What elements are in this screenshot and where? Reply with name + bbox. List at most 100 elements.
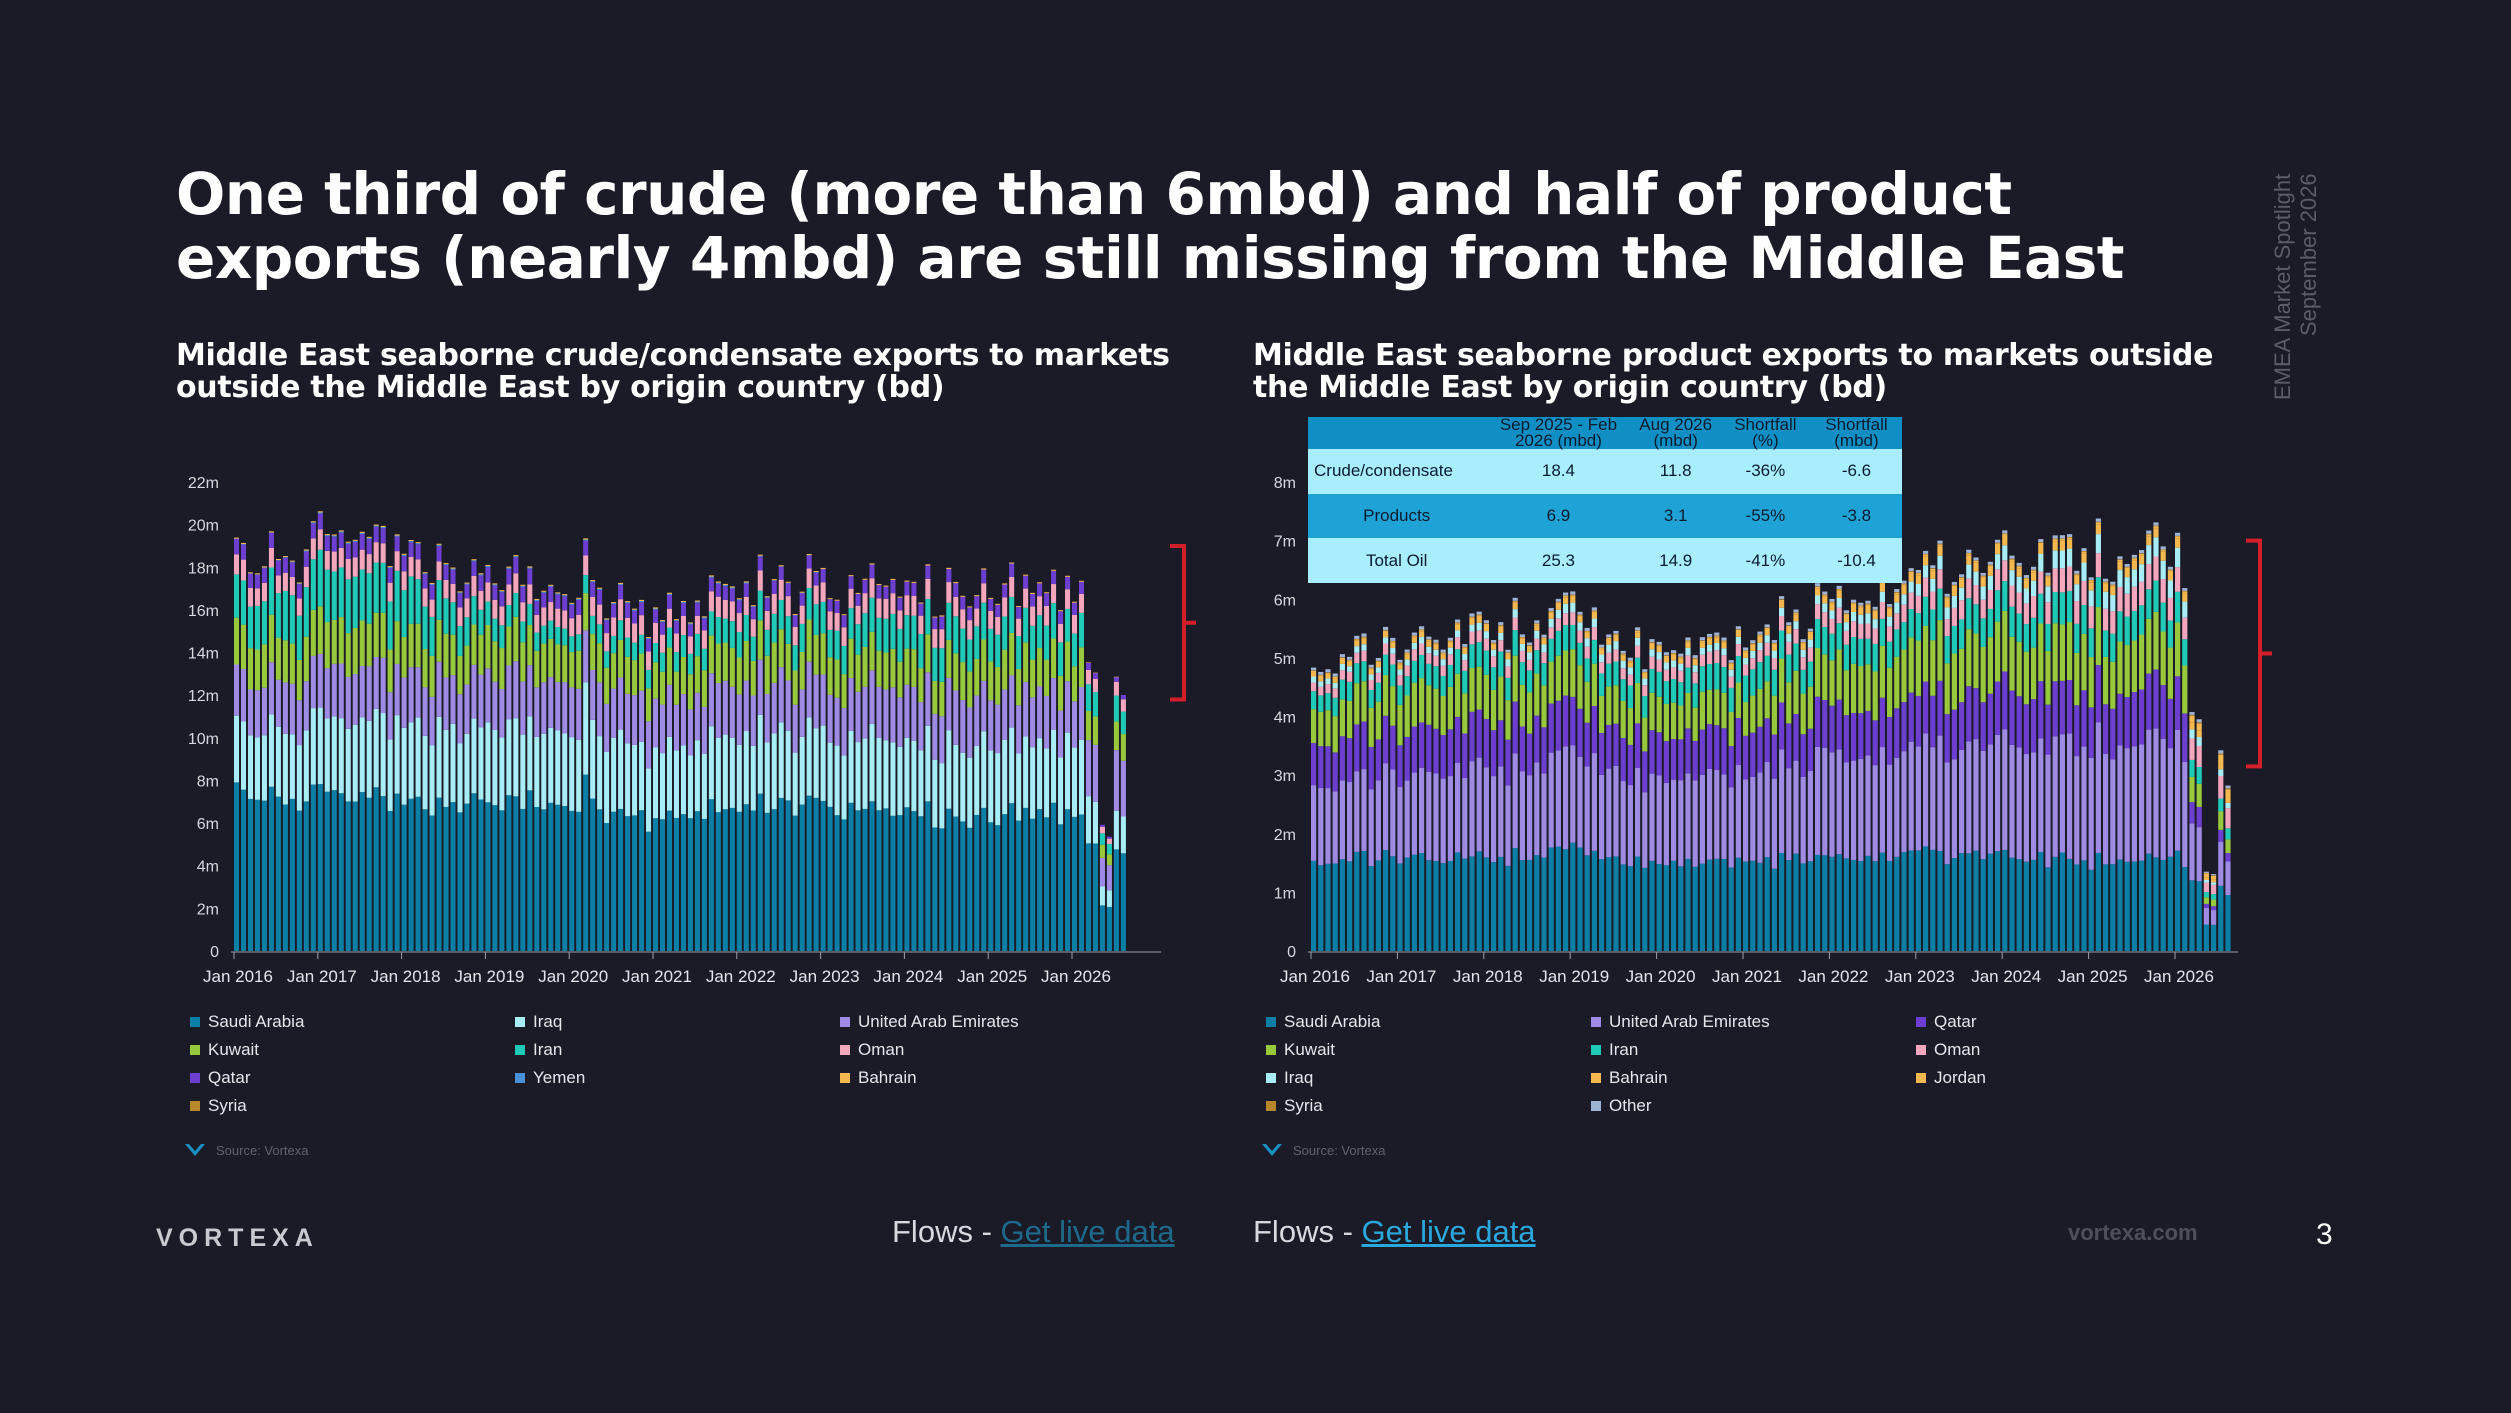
bar-segment xyxy=(729,647,735,687)
bar-segment xyxy=(1433,643,1439,645)
bar-segment xyxy=(240,580,247,625)
bar-segment xyxy=(1404,736,1410,781)
bar-segment xyxy=(1836,699,1842,750)
bar-segment xyxy=(653,642,659,663)
bar-segment xyxy=(869,801,875,951)
bar-segment xyxy=(331,571,337,620)
bar-segment xyxy=(1016,636,1022,670)
bar-segment xyxy=(1721,648,1727,656)
bar-segment xyxy=(345,543,351,560)
bar-segment xyxy=(2218,798,2224,812)
bar-segment xyxy=(1023,574,1029,576)
bar-segment xyxy=(1339,654,1345,658)
y-tick-label: 2m xyxy=(1274,827,1296,844)
bar-segment xyxy=(2110,585,2116,587)
bar-segment xyxy=(876,598,882,618)
bar-segment xyxy=(1383,715,1389,764)
bar-segment xyxy=(1311,682,1317,692)
bar-segment xyxy=(1743,664,1749,676)
bar-segment xyxy=(1858,614,1864,624)
bar-segment xyxy=(1037,648,1043,687)
get-live-data-link[interactable]: Get live data xyxy=(1000,1214,1175,1249)
bar-segment xyxy=(1692,740,1698,781)
bar-segment xyxy=(2009,744,2015,858)
bar-segment xyxy=(1872,611,1878,620)
bar-segment xyxy=(401,554,407,556)
bar-segment xyxy=(1113,810,1119,850)
bar-segment xyxy=(1051,638,1057,679)
bar-segment xyxy=(1959,853,1965,951)
bar-segment xyxy=(2081,860,2087,951)
bar-segment xyxy=(1901,584,1907,586)
bar-segment xyxy=(1692,866,1698,951)
bar-segment xyxy=(1843,613,1849,615)
bar-segment xyxy=(1078,686,1085,740)
bar-segment xyxy=(583,540,589,556)
bar-segment xyxy=(1051,570,1057,585)
bar-segment xyxy=(1354,635,1360,639)
bar-segment xyxy=(2081,551,2087,554)
bar-segment xyxy=(1815,854,1821,951)
bar-segment xyxy=(1793,621,1799,630)
legend-item: United Arab Emirates xyxy=(1591,1012,1770,1032)
bar-segment xyxy=(904,580,910,582)
bar-segment xyxy=(1368,669,1374,675)
bar-segment xyxy=(1491,640,1497,643)
bar-segment xyxy=(729,737,735,808)
bar-segment xyxy=(632,623,638,643)
get-live-data-link[interactable]: Get live data xyxy=(1361,1214,1536,1249)
bar-segment xyxy=(1649,649,1655,657)
bar-segment xyxy=(701,618,707,631)
bar-segment xyxy=(1671,653,1677,654)
bar-segment xyxy=(1966,564,1972,579)
bar-segment xyxy=(750,636,756,661)
bar-segment xyxy=(1887,860,1893,951)
bar-segment xyxy=(820,674,826,726)
bar-segment xyxy=(1663,657,1669,663)
bar-segment xyxy=(1959,577,1965,578)
bar-segment xyxy=(2103,582,2109,584)
bar-segment xyxy=(1894,592,1900,595)
bar-segment xyxy=(2103,591,2109,609)
bar-segment xyxy=(876,737,882,811)
bar-segment xyxy=(666,627,672,648)
bar-segment xyxy=(1078,814,1085,951)
bar-segment xyxy=(562,594,568,596)
bar-segment xyxy=(834,613,840,631)
bar-segment xyxy=(611,604,617,618)
bar-segment xyxy=(2153,537,2159,557)
bar-segment xyxy=(555,608,561,627)
bar-segment xyxy=(2009,561,2015,571)
bar-segment xyxy=(2023,603,2029,625)
bar-segment xyxy=(708,726,714,800)
bar-segment xyxy=(1807,770,1813,862)
bar-segment xyxy=(1419,654,1425,679)
bar-segment xyxy=(1699,637,1705,641)
bar-segment xyxy=(2139,689,2145,745)
bar-segment xyxy=(1411,637,1417,643)
bar-segment xyxy=(1092,678,1098,693)
bar-segment xyxy=(2146,536,2152,546)
bar-segment xyxy=(869,670,875,724)
bar-segment xyxy=(1390,769,1396,857)
bar-segment xyxy=(680,635,686,658)
bar-segment xyxy=(1627,657,1633,661)
bar-segment xyxy=(1642,669,1648,672)
bar-segment xyxy=(1404,665,1410,677)
bar-segment xyxy=(527,665,533,717)
bar-segment xyxy=(506,626,512,666)
bar-segment xyxy=(2189,823,2195,881)
bar-segment xyxy=(1786,682,1792,724)
bar-segment xyxy=(1951,595,1957,608)
bar-segment xyxy=(988,661,994,701)
bar-segment xyxy=(366,720,372,798)
bar-segment xyxy=(1332,716,1338,753)
bar-segment xyxy=(1009,596,1015,633)
bar-segment xyxy=(673,671,679,705)
bar-segment xyxy=(1980,599,1986,619)
bar-segment xyxy=(806,568,812,588)
bar-segment xyxy=(862,579,868,594)
bar-segment xyxy=(1476,666,1482,710)
bar-segment xyxy=(268,567,274,615)
bar-segment xyxy=(541,592,547,608)
